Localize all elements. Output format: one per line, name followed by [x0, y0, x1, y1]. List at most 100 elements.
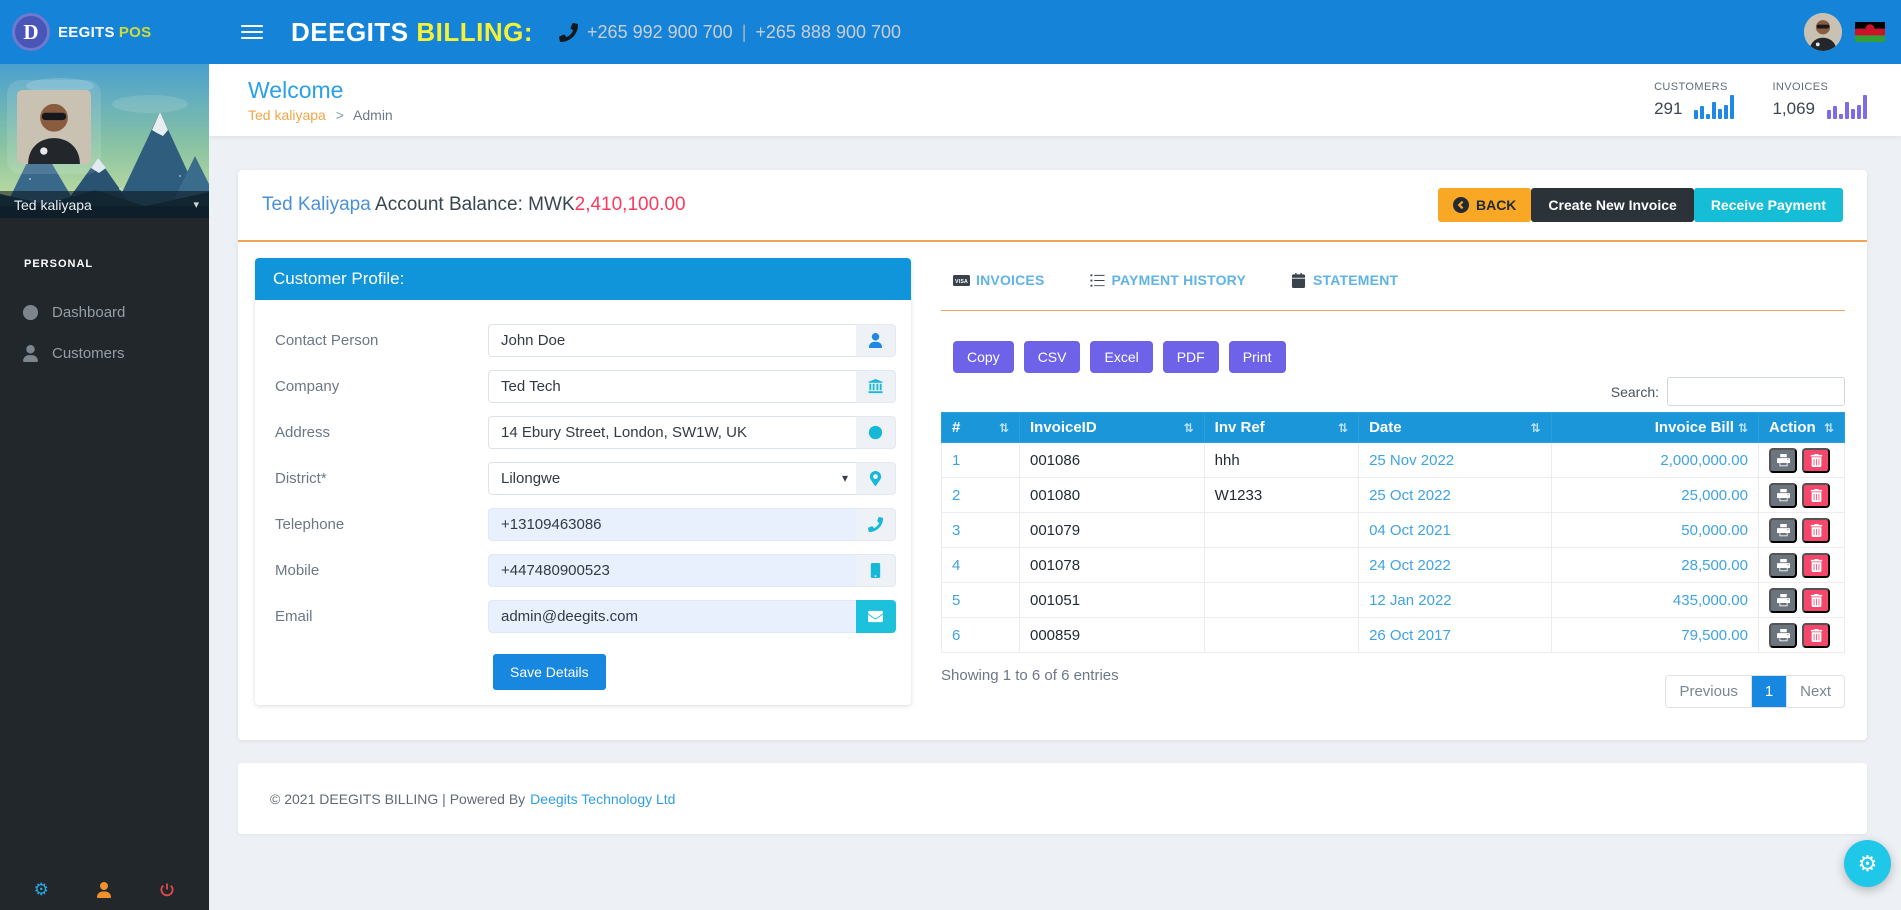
delete-invoice-button[interactable]: [1802, 447, 1830, 473]
mobile-input[interactable]: [488, 554, 856, 587]
field-label: District*: [275, 470, 327, 487]
save-details-button[interactable]: Save Details: [493, 654, 606, 690]
date-cell: 26 Oct 2017: [1358, 617, 1552, 653]
sort-icon[interactable]: ⇅: [1737, 420, 1748, 435]
pdf-button[interactable]: PDF: [1162, 341, 1219, 373]
calendar-icon: [1291, 272, 1306, 288]
column-header-invref[interactable]: Inv Ref ⇅: [1203, 412, 1360, 443]
delete-invoice-button[interactable]: [1802, 552, 1830, 578]
company-link[interactable]: Deegits Technology Ltd: [530, 790, 676, 807]
menu-toggle-icon[interactable]: [241, 25, 263, 39]
floating-settings-button[interactable]: ⚙: [1844, 840, 1891, 887]
address-input[interactable]: [488, 416, 856, 449]
breadcrumb-separator: >: [335, 106, 344, 123]
main-card: Ted Kaliyapa Account Balance: MWK2,410,1…: [238, 170, 1867, 740]
field-address: Address: [270, 416, 896, 449]
csv-button[interactable]: CSV: [1023, 341, 1081, 373]
column-header-bill[interactable]: Invoice Bill ⇅: [1550, 412, 1760, 443]
inv-ref-cell: [1203, 582, 1360, 618]
phone-separator: |: [741, 21, 747, 42]
invoice-id-cell: 001086: [1019, 442, 1205, 478]
print-invoice-button[interactable]: [1769, 517, 1797, 543]
power-icon[interactable]: [159, 882, 175, 898]
company-input[interactable]: [488, 370, 856, 403]
inv-ref-cell: [1203, 547, 1360, 583]
sidebar-user-photo[interactable]: [17, 90, 91, 164]
customers-bar-chart-icon: [1694, 93, 1735, 119]
customer-name: Ted Kaliyapa: [262, 194, 371, 215]
visa-card-icon: VISA: [953, 274, 970, 286]
sidebar-bottom-bar: ⚙: [0, 880, 209, 900]
brand-accent: POS: [118, 23, 152, 41]
sidebar-section-label: PERSONAL: [24, 258, 94, 270]
print-invoice-button[interactable]: [1769, 622, 1797, 648]
balance-actions: BACK Create New Invoice Receive Payment: [1437, 188, 1843, 222]
previous-page-button[interactable]: Previous: [1666, 676, 1751, 707]
showing-entries-text: Showing 1 to 6 of 6 entries: [941, 667, 1119, 684]
column-header-num[interactable]: # ⇅: [941, 412, 1020, 443]
copy-button[interactable]: Copy: [953, 341, 1014, 373]
sort-icon[interactable]: ⇅: [1338, 420, 1349, 435]
action-cell: [1758, 582, 1845, 618]
row-number: 5: [941, 582, 1020, 618]
page-1-button[interactable]: 1: [1750, 676, 1787, 707]
sort-icon[interactable]: ⇅: [1823, 420, 1834, 435]
field-telephone: Telephone: [270, 508, 896, 541]
sidebar-item-dashboard[interactable]: Dashboard: [0, 292, 209, 333]
sort-icon[interactable]: ⇅: [1530, 420, 1541, 435]
malawi-flag-icon[interactable]: [1855, 22, 1885, 42]
print-invoice-button[interactable]: [1769, 587, 1797, 613]
field-district: District* Lilongwe ▾: [270, 462, 896, 495]
action-cell: [1758, 547, 1845, 583]
column-header-invoiceid[interactable]: InvoiceID ⇅: [1019, 412, 1205, 443]
delete-invoice-button[interactable]: [1802, 517, 1830, 543]
action-cell: [1758, 477, 1845, 513]
tab-statement[interactable]: STATEMENT: [1290, 272, 1398, 288]
tab-invoices[interactable]: VISA INVOICES: [953, 272, 1045, 288]
brand[interactable]: D EEGITS POS: [0, 13, 209, 51]
breadcrumb-user-link[interactable]: Ted kaliyapa: [248, 106, 326, 123]
sort-icon[interactable]: ⇅: [1183, 420, 1194, 435]
delete-invoice-button[interactable]: [1802, 482, 1830, 508]
receive-payment-button[interactable]: Receive Payment: [1693, 188, 1843, 222]
phone-number-2: +265 888 900 700: [755, 21, 902, 42]
column-header-date[interactable]: Date ⇅: [1358, 412, 1552, 443]
delete-invoice-button[interactable]: [1802, 622, 1830, 648]
search-input[interactable]: [1667, 377, 1845, 406]
invoice-bill-cell: 50,000.00: [1550, 512, 1760, 548]
tab-payment-history[interactable]: PAYMENT HISTORY: [1089, 272, 1246, 288]
sidebar-item-label: Customers: [52, 345, 125, 362]
create-new-invoice-button[interactable]: Create New Invoice: [1531, 188, 1694, 222]
excel-button[interactable]: Excel: [1090, 341, 1153, 373]
user-avatar[interactable]: [1804, 13, 1842, 51]
delete-invoice-button[interactable]: [1802, 587, 1830, 613]
print-invoice-button[interactable]: [1769, 447, 1797, 473]
back-button[interactable]: BACK: [1437, 188, 1532, 222]
profile-user-icon[interactable]: [96, 882, 112, 898]
next-page-button[interactable]: Next: [1786, 676, 1844, 707]
date-cell: 04 Oct 2021: [1358, 512, 1552, 548]
field-contact-person: Contact Person: [270, 324, 896, 357]
print-invoice-button[interactable]: [1769, 552, 1797, 578]
copyright-text: © 2021 DEEGITS BILLING | Powered By: [270, 790, 526, 807]
email-input[interactable]: [488, 600, 856, 633]
print-button[interactable]: Print: [1228, 341, 1286, 373]
district-select[interactable]: Lilongwe: [488, 462, 856, 495]
sidebar-user-menu[interactable]: Ted kaliyapa ▾: [0, 191, 209, 218]
table-footer: Showing 1 to 6 of 6 entries Previous 1 N…: [941, 667, 1845, 708]
svg-text:VISA: VISA: [955, 279, 968, 285]
sidebar-item-customers[interactable]: Customers: [0, 333, 209, 374]
contact-person-input[interactable]: [488, 324, 856, 357]
table-row: 4 001078 24 Oct 2022 28,500.00: [941, 547, 1845, 583]
print-invoice-button[interactable]: [1769, 482, 1797, 508]
table-row: 6 000859 26 Oct 2017 79,500.00: [941, 617, 1845, 653]
telephone-input[interactable]: [488, 508, 856, 541]
settings-gear-icon[interactable]: ⚙: [33, 880, 49, 899]
customers-icon: [23, 345, 38, 362]
stat-customers: CUSTOMERS 291: [1654, 81, 1735, 119]
account-balance-bar: Ted Kaliyapa Account Balance: MWK2,410,1…: [238, 170, 1867, 242]
sort-icon[interactable]: ⇅: [998, 420, 1009, 435]
invoice-id-cell: 001079: [1019, 512, 1205, 548]
inv-ref-cell: W1233: [1203, 477, 1360, 513]
